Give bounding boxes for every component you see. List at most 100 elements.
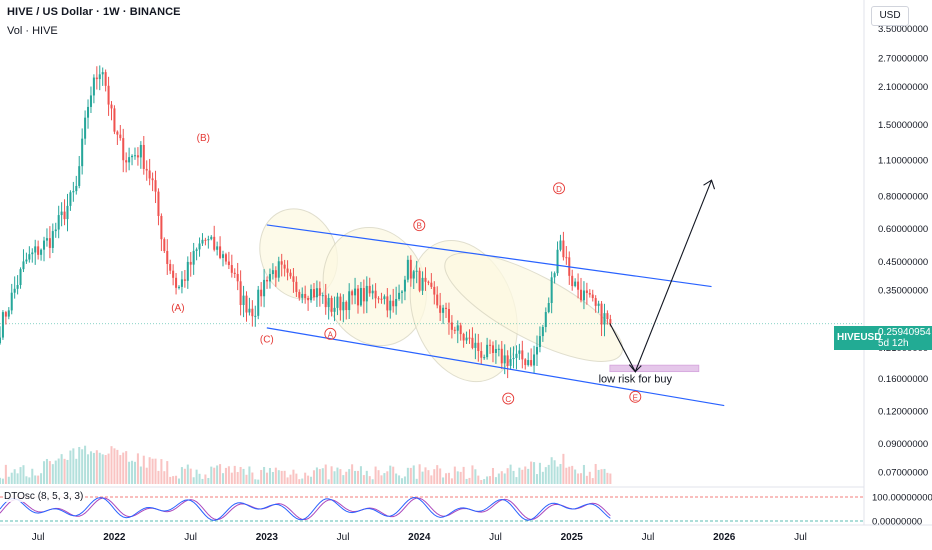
candle-body [530,360,533,366]
volume-bar [600,469,603,484]
candle-body [371,290,374,294]
oscillator-legend[interactable]: DTOsc (8, 5, 3, 3) [4,491,84,502]
candle-body [98,74,101,80]
candle-body [406,259,409,280]
volume-bar [10,472,13,484]
candle-body [459,325,462,335]
candle-body [389,300,392,311]
volume-bar [330,466,333,484]
candle-body [198,243,201,250]
volume-bar [418,464,421,484]
candlesticks[interactable] [0,65,612,379]
volume-bar [371,479,374,484]
candle-body [377,298,380,300]
volume-bar [219,464,222,484]
volume-bar [550,457,553,484]
candle-body [0,337,2,344]
candle-body [403,279,406,292]
symbol-title[interactable]: HIVE / US Dollar · 1W · BINANCE [7,6,181,18]
volume-bar [527,468,530,484]
buy-zone-box [609,364,700,373]
wave-ellipse [444,252,624,362]
volume-bar [295,473,298,484]
time-tick-label: Jul [489,532,502,543]
volume-bar [321,468,324,484]
wave-label: (C) [260,334,274,345]
volume-bar [395,473,398,484]
candle-body [236,273,239,282]
volume-bar [95,450,98,484]
descending-channel[interactable] [266,224,725,407]
candle-body [462,334,465,341]
candle-body [553,273,556,278]
volume-bar [453,466,456,484]
volume-bar [512,470,515,484]
candle-body [169,263,172,271]
volume-bar [81,449,84,484]
candle-body [274,270,277,278]
volume-bar [239,466,242,484]
volume-bar [480,479,483,484]
candle-body [128,157,131,163]
candle-body [456,325,459,331]
volume-bar [594,463,597,484]
volume-bar [533,462,536,484]
candle-body [380,298,383,300]
volume-bar [210,466,213,484]
time-tick-label: Jul [794,532,807,543]
volume-bar [336,467,339,484]
volume-bar [307,475,310,484]
candle-body [415,270,418,272]
volume-bar [459,471,462,484]
candle-body [239,281,242,305]
volume-bar [125,451,128,484]
volume-bar [538,462,541,484]
volume-bar [491,467,494,484]
volume-bar [324,464,327,484]
volume-bar [25,476,28,484]
candle-body [19,269,22,286]
candle-body [541,327,544,337]
time-tick-label: Jul [642,532,655,543]
wave-circle [553,182,566,195]
volume-bar [486,476,489,484]
candle-body [315,288,318,298]
volume-bar [78,446,81,484]
volume-bar [597,469,600,484]
candle-body [210,236,213,240]
volume-bar [172,476,175,484]
volume-bar [468,477,471,484]
candle-body [107,85,110,105]
currency-button[interactable]: USD [871,6,909,26]
projection-path[interactable] [609,179,716,373]
candle-body [213,236,216,250]
projection-line [609,179,713,373]
volume-bar [327,479,330,484]
candle-body [597,303,600,306]
volume-bar [177,478,181,484]
candle-body [550,277,553,304]
wave-label: (B) [197,133,210,144]
volume-bar [292,469,295,484]
candle-body [424,277,427,282]
candle-body [453,329,456,331]
volume-bar [163,471,166,484]
candle-body [10,292,13,311]
volume-bar [439,468,442,484]
candle-body [430,282,433,287]
candle-body [365,285,368,302]
buy-zone[interactable] [609,364,700,373]
volume-bar [506,468,509,484]
volume-bar [351,464,354,484]
candle-body [318,288,321,296]
volume-bar [304,472,307,484]
volume-bar [315,467,318,484]
candle-body [113,108,116,132]
volume-bar [585,475,588,484]
candle-body [89,95,92,107]
candle-body [480,351,483,358]
candle-body [145,168,148,171]
candle-body [54,229,57,232]
candle-body [57,215,60,230]
